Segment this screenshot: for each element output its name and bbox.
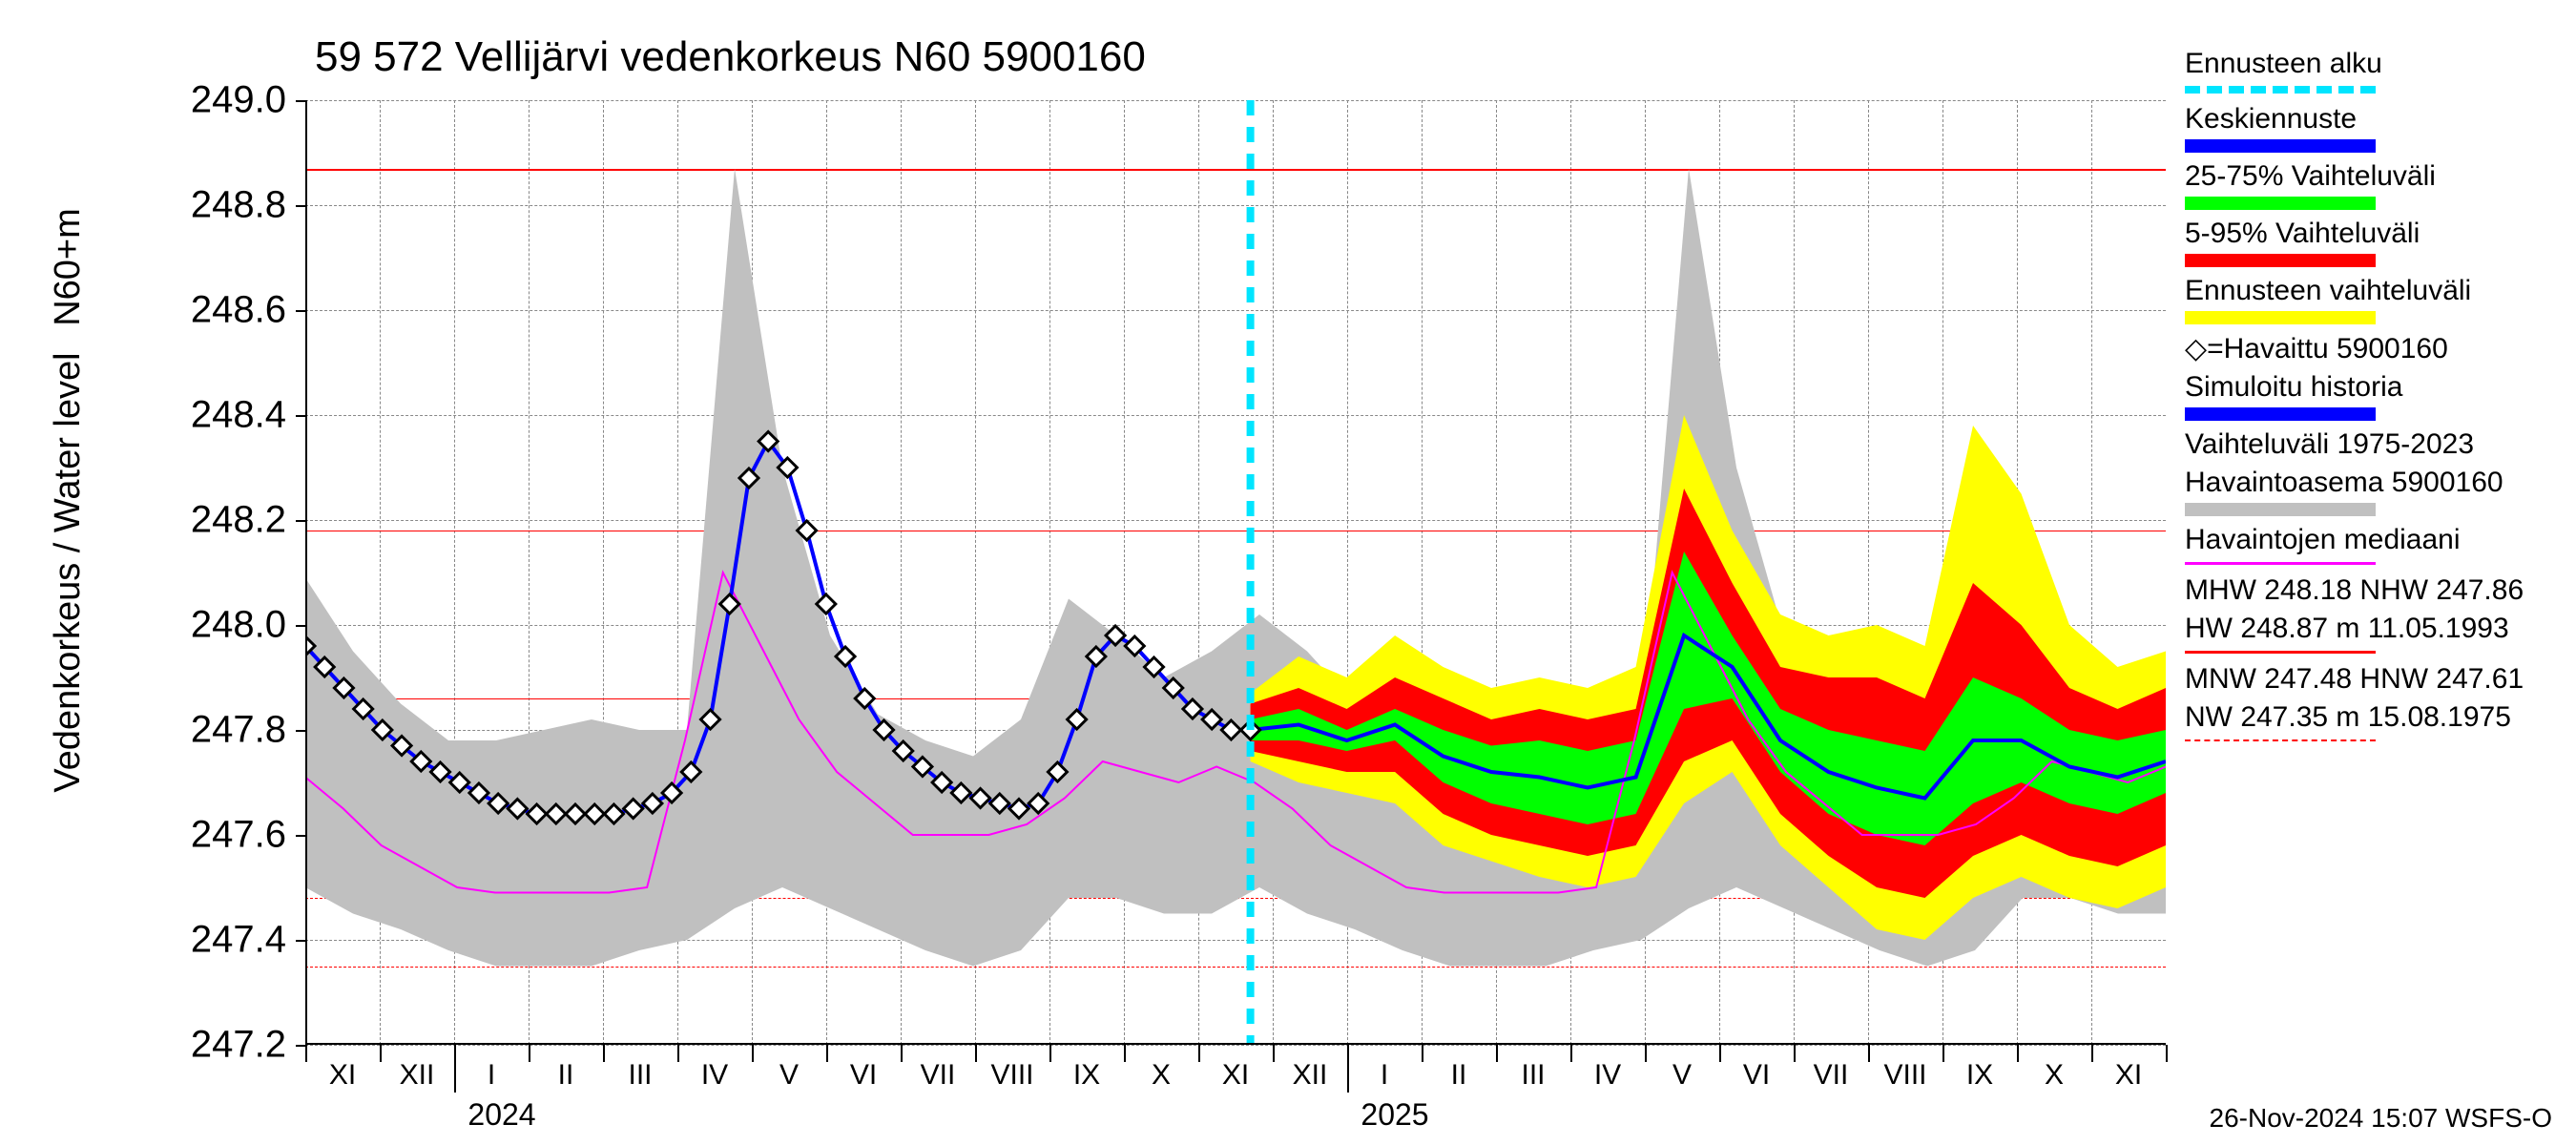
y-tick-label: 248.0	[191, 604, 286, 647]
legend-item: HW 248.87 m 11.05.1993	[2185, 613, 2566, 654]
x-tick-label: VI	[1743, 1059, 1770, 1092]
legend-label: Keskiennuste	[2185, 103, 2566, 135]
legend-label: Ennusteen alku	[2185, 48, 2566, 80]
y-tick-label: 247.8	[191, 709, 286, 752]
legend-item: MHW 248.18 NHW 247.86	[2185, 574, 2566, 607]
legend-item: Simuloitu historia	[2185, 371, 2566, 421]
legend-label: Havaintojen mediaani	[2185, 524, 2566, 556]
legend-swatch	[2185, 562, 2376, 565]
legend-item: MNW 247.48 HNW 247.61	[2185, 663, 2566, 696]
legend-label: MNW 247.48 HNW 247.61	[2185, 663, 2566, 696]
legend-swatch	[2185, 139, 2376, 153]
x-tick-label: I	[488, 1059, 495, 1092]
y-tick-label: 248.4	[191, 394, 286, 437]
legend-item: Keskiennuste	[2185, 103, 2566, 153]
legend-label: Ennusteen vaihteluväli	[2185, 275, 2566, 307]
x-tick-label: I	[1381, 1059, 1388, 1092]
legend-item: 5-95% Vaihteluväli	[2185, 218, 2566, 267]
chart-title: 59 572 Vellijärvi vedenkorkeus N60 59001…	[315, 33, 1146, 81]
x-tick-label: IV	[1594, 1059, 1621, 1092]
legend-item: Ennusteen vaihteluväli	[2185, 275, 2566, 324]
x-tick-label: VIII	[1883, 1059, 1926, 1092]
x-tick-label: IX	[1073, 1059, 1100, 1092]
x-tick-label: III	[1521, 1059, 1545, 1092]
legend-swatch	[2185, 739, 2376, 741]
legend-item: Havaintojen mediaani	[2185, 524, 2566, 565]
y-tick-label: 247.6	[191, 814, 286, 857]
legend-swatch	[2185, 651, 2376, 654]
legend-swatch	[2185, 197, 2376, 210]
legend-label: 25-75% Vaihteluväli	[2185, 160, 2566, 193]
x-tick-label: VII	[921, 1059, 956, 1092]
legend-swatch	[2185, 86, 2376, 94]
legend: Ennusteen alku Keskiennuste 25-75% Vaihtel…	[2185, 48, 2566, 751]
x-tick-label: VII	[1814, 1059, 1849, 1092]
y-tick-label: 248.2	[191, 499, 286, 542]
legend-label: ◇=Havaittu 5900160	[2185, 332, 2566, 365]
y-tick-label: 248.6	[191, 289, 286, 332]
y-axis-label: Vedenkorkeus / Water level	[48, 352, 89, 792]
y-tick-label: 248.8	[191, 184, 286, 227]
legend-item: Vaihteluväli 1975-2023	[2185, 428, 2566, 461]
chart-container: 59 572 Vellijärvi vedenkorkeus N60 59001…	[0, 0, 2576, 1145]
legend-label: NW 247.35 m 15.08.1975	[2185, 701, 2566, 734]
x-tick-label: XII	[1293, 1059, 1328, 1092]
legend-item: ◇=Havaittu 5900160	[2185, 332, 2566, 365]
y-tick-label: 247.4	[191, 919, 286, 962]
x-tick-label: V	[1672, 1059, 1692, 1092]
x-tick-label: X	[2045, 1059, 2064, 1092]
y-tick-label: 247.2	[191, 1024, 286, 1067]
x-tick-label: IX	[1966, 1059, 1993, 1092]
x-tick-label: XI	[2115, 1059, 2142, 1092]
legend-item: Havaintoasema 5900160	[2185, 467, 2566, 516]
x-year-label: 2024	[467, 1097, 535, 1133]
plot-frame	[305, 100, 2166, 1045]
y-axis-label-upper: N60+m	[48, 208, 89, 326]
legend-item: Ennusteen alku	[2185, 48, 2566, 94]
legend-label: MHW 248.18 NHW 247.86	[2185, 574, 2566, 607]
x-tick-label: XI	[1222, 1059, 1249, 1092]
legend-swatch	[2185, 503, 2376, 516]
legend-swatch	[2185, 311, 2376, 324]
y-tick-label: 249.0	[191, 79, 286, 122]
legend-label: Vaihteluväli 1975-2023	[2185, 428, 2566, 461]
legend-swatch	[2185, 254, 2376, 267]
legend-label: 5-95% Vaihteluväli	[2185, 218, 2566, 250]
legend-label: Havaintoasema 5900160	[2185, 467, 2566, 499]
x-tick-label: V	[779, 1059, 799, 1092]
x-tick-label: VIII	[990, 1059, 1033, 1092]
legend-label: HW 248.87 m 11.05.1993	[2185, 613, 2566, 645]
x-tick-label: XII	[400, 1059, 435, 1092]
legend-label: Simuloitu historia	[2185, 371, 2566, 404]
x-tick-label: IV	[701, 1059, 728, 1092]
x-tick-label: II	[1451, 1059, 1467, 1092]
x-tick-label: III	[628, 1059, 652, 1092]
x-tick-label: II	[558, 1059, 574, 1092]
legend-item: 25-75% Vaihteluväli	[2185, 160, 2566, 210]
x-year-label: 2025	[1361, 1097, 1428, 1133]
legend-item: NW 247.35 m 15.08.1975	[2185, 701, 2566, 741]
x-tick-label: XI	[329, 1059, 356, 1092]
footer-timestamp: 26-Nov-2024 15:07 WSFS-O	[2210, 1103, 2553, 1134]
x-tick-label: VI	[850, 1059, 877, 1092]
x-tick-label: X	[1152, 1059, 1171, 1092]
legend-swatch	[2185, 407, 2376, 421]
